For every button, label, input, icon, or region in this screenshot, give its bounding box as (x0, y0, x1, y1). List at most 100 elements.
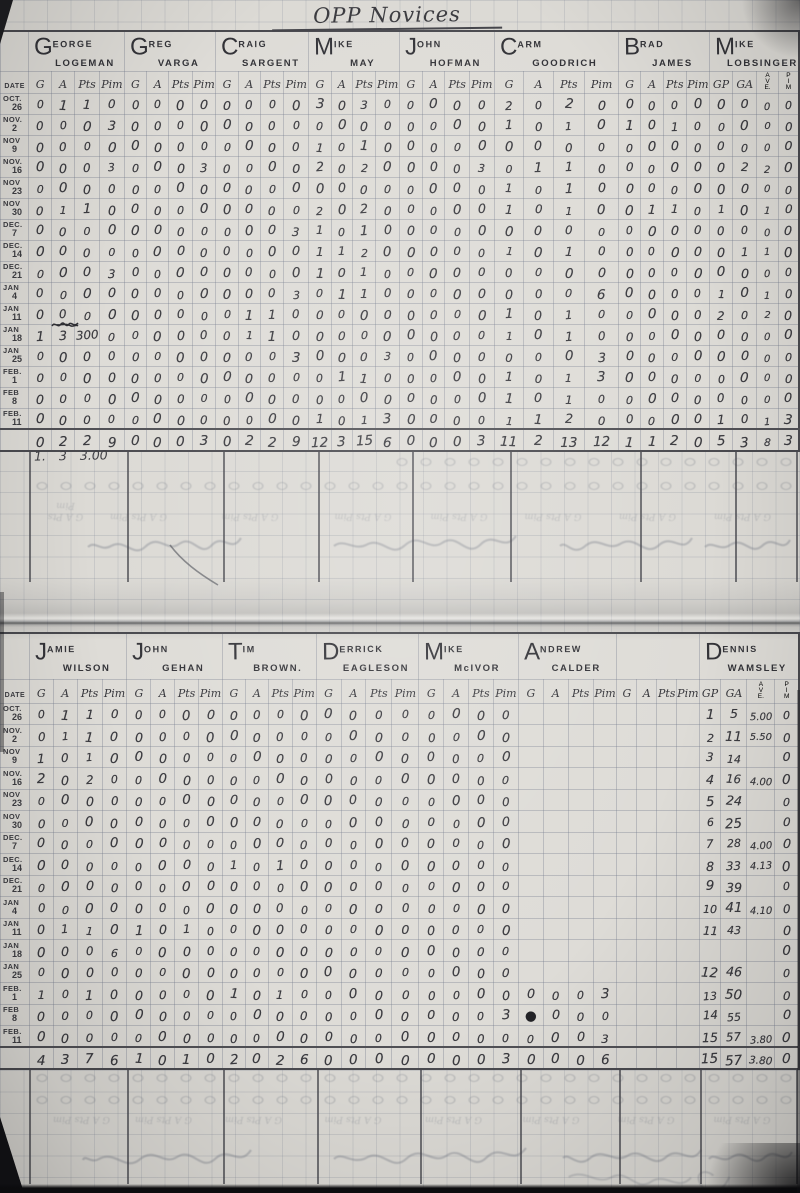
stat-cell: 1 (552, 365, 586, 388)
total-value: 6 (382, 434, 393, 451)
stat-cell (616, 1003, 638, 1026)
stat-value: 0 (252, 966, 261, 981)
stat-value: 0 (110, 707, 119, 722)
stat-cell: 3 (584, 365, 620, 388)
table-row: FEB. 11 0 0 0 0 0 0 0 0 0 0 0 0 1 0 1 3 0 0 0 0 1 1 2 0 0 0 0 0 1 0 1 3 (0, 407, 800, 430)
table-row: DEC. 14 0 0 0 0 0 0 0 0 0 0 0 0 1 1 2 0 0 0 0 0 1 0 1 0 0 0 0 0 0 1 1 0 (0, 239, 800, 262)
stat-cell: 0 (492, 896, 519, 919)
total-stat-cell (636, 1046, 658, 1070)
stat-value: 0 (407, 183, 415, 198)
stat-cell: 0 (584, 302, 620, 325)
stat-cell: 0 (150, 874, 176, 897)
stat-value: 0 (406, 160, 416, 177)
stat-cell (746, 745, 776, 768)
stat-cell: 0 (267, 960, 293, 983)
stat-value: 0 (176, 139, 185, 155)
stat-cell: 1 (493, 323, 525, 346)
stat-cell: 0 (492, 767, 519, 790)
stat-value: 0 (452, 179, 462, 196)
vertical-column-label: A V E. (764, 72, 771, 91)
stat-value: 0 (131, 118, 140, 135)
stat-value: 0 (426, 923, 436, 939)
stat-cell (567, 810, 594, 833)
stat-cell (542, 745, 569, 768)
stat-value: 0 (267, 391, 277, 408)
total-value: 0 (426, 1050, 436, 1067)
stat-cell: 0 (774, 874, 800, 897)
player-name: D ERRICK EAGLESON (315, 632, 420, 680)
stat-value: 0 (131, 200, 140, 217)
stat-cell: 0 (315, 788, 342, 811)
date-cell: JAN 4 (0, 281, 30, 304)
stat-value: 0 (275, 771, 285, 787)
stat-value: 0 (315, 181, 325, 198)
stat-cell: 0 (618, 407, 642, 430)
stat-cell: 0 (146, 113, 170, 136)
stat-cell (542, 874, 569, 897)
stat-cell: 0 (168, 302, 193, 325)
column-rule (223, 450, 225, 582)
ghost-handwriting (560, 1136, 705, 1170)
stat-cell: 0 (315, 724, 342, 747)
stat-cell: 3 (584, 344, 620, 367)
stat-cell: 0 (28, 155, 53, 178)
stat-cell: 0 (198, 939, 223, 962)
stat-cell: 0 (399, 386, 423, 409)
stat-value: 0 (374, 900, 383, 916)
stat-column-header: Pts (365, 678, 393, 704)
stat-column-header: Pts (567, 678, 594, 704)
stat-cell: 1 (126, 917, 152, 940)
stat-cell: 1 (732, 239, 758, 262)
stat-value: 0 (223, 413, 232, 428)
stat-cell: 1 (552, 197, 586, 220)
player-name: G REG VARGA (123, 30, 217, 72)
stat-cell: 0 (237, 344, 261, 367)
stat-cell (542, 960, 569, 983)
stat-cell: 0 (468, 92, 495, 115)
stat-value: 1 (85, 988, 95, 1004)
stat-value: 0 (200, 224, 208, 239)
stat-cell (567, 831, 594, 854)
stat-cell: 0 (640, 155, 664, 178)
stat-cell (676, 853, 700, 876)
stat-cell: 0 (237, 386, 261, 409)
stat-cell: 0 (123, 197, 148, 220)
stat-value: 0 (534, 184, 542, 197)
stat-column-header: GA (720, 678, 748, 704)
stat-value: 0 (324, 730, 333, 744)
stat-value: 0 (267, 159, 277, 176)
stat-cell: 0 (468, 176, 495, 199)
stat-value: 0 (292, 118, 300, 133)
total-stat-cell: 0 (150, 1046, 176, 1070)
stat-cell: 0 (708, 113, 734, 136)
stat-cell: 1 (308, 407, 332, 430)
stat-cell: 4.13 (746, 853, 776, 876)
table-row: JAN 4 0 0 0 0 0 0 0 0 0 0 0 0 0 0 0 0 0 0 0 0 10 41 4.10 0 (0, 896, 800, 919)
stat-cell: 0 (126, 767, 152, 790)
stat-cell: 0 (267, 1003, 293, 1026)
stat-value: 0 (324, 836, 333, 851)
stat-value: 0 (107, 369, 117, 386)
stat-value: 33 (726, 858, 742, 873)
stat-value: 1 (315, 244, 324, 259)
stat-column-header: Pts (74, 70, 100, 94)
stat-value: 0 (374, 924, 384, 940)
stat-cell: 0 (215, 113, 239, 136)
total-value: 15 (700, 1050, 719, 1067)
stat-value: 0 (716, 138, 726, 154)
stat-value: 0 (427, 988, 436, 1003)
stat-value: 0 (716, 244, 726, 261)
stat-value: 0 (134, 1008, 144, 1024)
stat-cell: 1 (493, 407, 525, 430)
total-value: 0 (526, 1051, 536, 1068)
stat-cell: 0 (222, 788, 246, 811)
stat-cell: 0 (708, 92, 734, 115)
stat-value: 0 (35, 139, 45, 156)
stat-value: 0 (222, 179, 232, 196)
stat-cell: 0 (340, 767, 367, 790)
stat-value: 0 (784, 160, 793, 177)
stat-cell (746, 874, 776, 897)
stat-cell: 0 (291, 831, 317, 854)
stat-cell: 2 (756, 155, 779, 178)
